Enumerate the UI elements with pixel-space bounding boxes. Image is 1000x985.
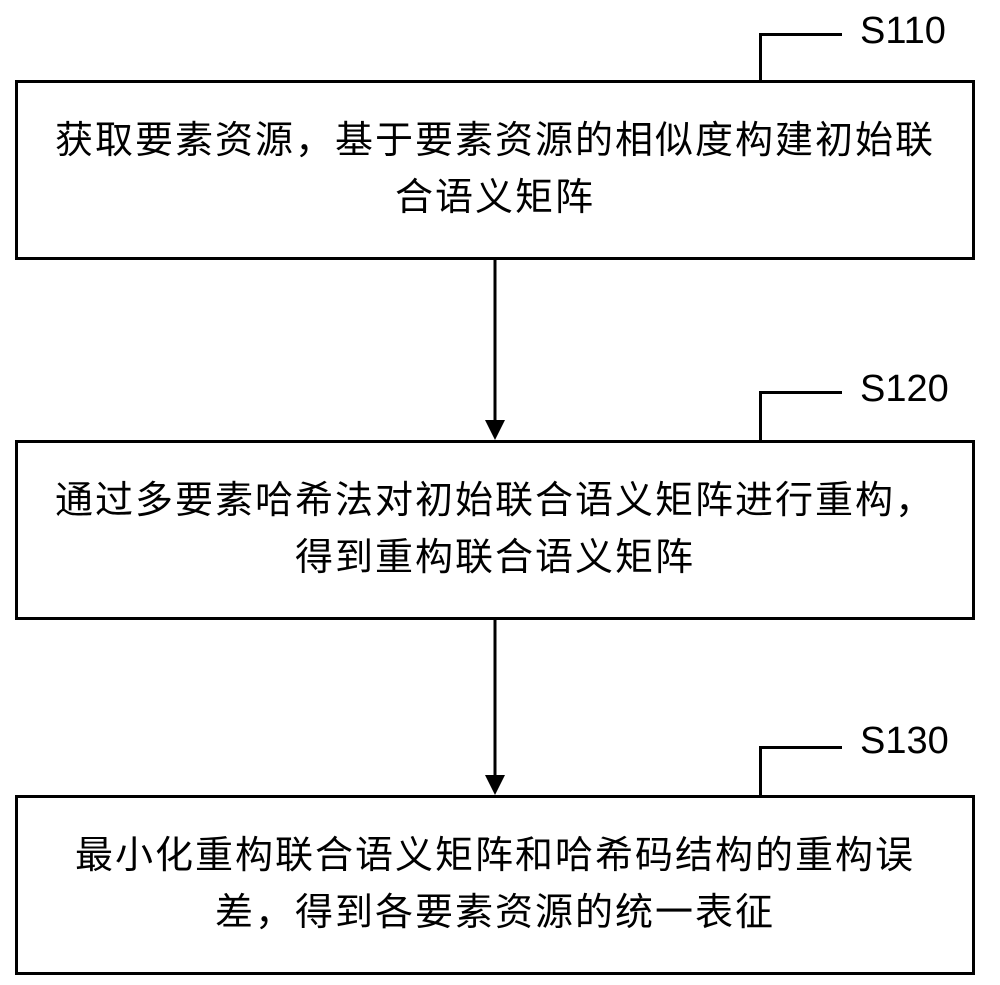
connector-s130-v [759,748,762,795]
connector-s120-h [759,391,842,394]
connector-s130-h [759,746,842,749]
label-s130: S130 [860,720,949,763]
step-text-s110: 获取要素资源，基于要素资源的相似度构建初始联合语义矩阵 [48,113,942,227]
flowchart-container: S110 获取要素资源，基于要素资源的相似度构建初始联合语义矩阵 S120 通过… [0,0,1000,985]
step-text-s130: 最小化重构联合语义矩阵和哈希码结构的重构误差，得到各要素资源的统一表征 [48,828,942,942]
connector-s110-v [759,35,762,80]
label-s110: S110 [860,10,946,53]
label-s120: S120 [860,368,949,411]
step-box-s110: 获取要素资源，基于要素资源的相似度构建初始联合语义矩阵 [15,80,975,260]
step-box-s120: 通过多要素哈希法对初始联合语义矩阵进行重构，得到重构联合语义矩阵 [15,440,975,620]
connector-s120-v [759,393,762,440]
connector-s110-h [759,33,842,36]
arrow-s110-s120 [480,260,510,442]
step-text-s120: 通过多要素哈希法对初始联合语义矩阵进行重构，得到重构联合语义矩阵 [48,473,942,587]
step-box-s130: 最小化重构联合语义矩阵和哈希码结构的重构误差，得到各要素资源的统一表征 [15,795,975,975]
arrow-s120-s130 [480,620,510,797]
